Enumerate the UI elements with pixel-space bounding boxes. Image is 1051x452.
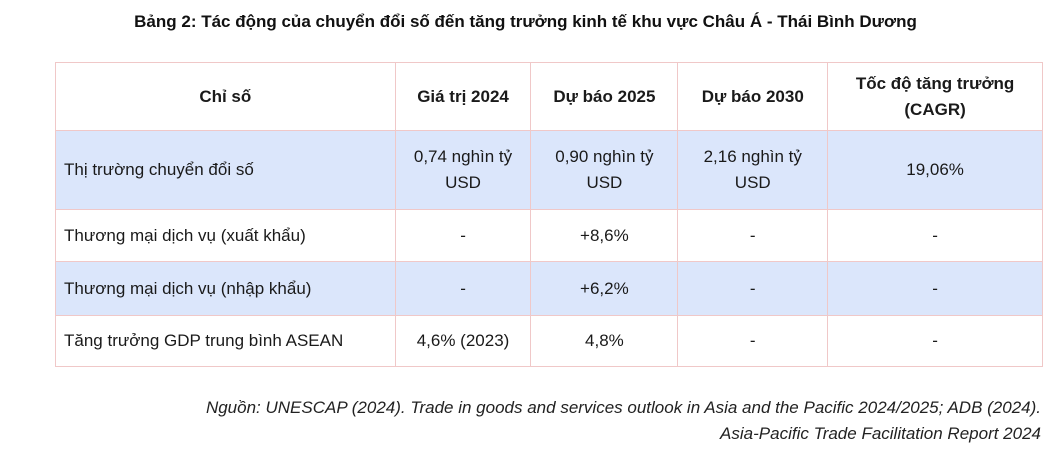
table-row: Thương mại dịch vụ (xuất khẩu) - +8,6% -… [55, 209, 1043, 262]
header-cell-indicator: Chỉ số [55, 62, 396, 131]
table-cell: - [677, 209, 829, 262]
table-cell: 4,8% [530, 315, 679, 367]
table-caption: Bảng 2: Tác động của chuyển đổi số đến t… [134, 12, 917, 31]
header-row: Chỉ số Giá trị 2024 Dự báo 2025 Dự báo 2… [55, 62, 1043, 131]
table-cell: 2,16 nghìn tỷ USD [677, 130, 829, 210]
table-cell: - [827, 261, 1043, 316]
table-cell: - [677, 261, 829, 316]
table-cell: - [827, 209, 1043, 262]
table-cell: 0,90 nghìn tỷ USD [530, 130, 679, 210]
header-cell-forecast-2030: Dự báo 2030 [677, 62, 829, 131]
data-table: Chỉ số Giá trị 2024 Dự báo 2025 Dự báo 2… [55, 62, 1043, 367]
table-cell: - [677, 315, 829, 367]
table-cell: Thương mại dịch vụ (nhập khẩu) [55, 261, 396, 316]
table-cell: Thị trường chuyển đổi số [55, 130, 396, 210]
table-cell: 19,06% [827, 130, 1043, 210]
header-cell-value-2024: Giá trị 2024 [394, 62, 532, 131]
table-cell: 4,6% (2023) [394, 315, 532, 367]
table-cell: - [394, 261, 532, 316]
source-note: Nguồn: UNESCAP (2024). Trade in goods an… [206, 395, 1041, 447]
table-row: Thương mại dịch vụ (nhập khẩu) - +6,2% -… [55, 261, 1043, 316]
table-row: Thị trường chuyển đổi số 0,74 nghìn tỷ U… [55, 130, 1043, 210]
table-cell: - [827, 315, 1043, 367]
source-line-1: Nguồn: UNESCAP (2024). Trade in goods an… [205, 398, 1041, 417]
table-cell: - [394, 209, 532, 262]
table-cell: Thương mại dịch vụ (xuất khẩu) [55, 209, 396, 262]
header-cell-forecast-2025: Dự báo 2025 [530, 62, 679, 131]
table-cell: 0,74 nghìn tỷ USD [394, 130, 532, 210]
table-cell: +6,2% [530, 261, 679, 316]
table-cell: Tăng trưởng GDP trung bình ASEAN [55, 315, 396, 367]
header-cell-cagr: Tốc độ tăng trưởng (CAGR) [827, 62, 1043, 131]
source-line-2: Asia-Pacific Trade Facilitation Report 2… [720, 424, 1041, 443]
table-row: Tăng trưởng GDP trung bình ASEAN 4,6% (2… [55, 315, 1043, 367]
table-cell: +8,6% [530, 209, 679, 262]
